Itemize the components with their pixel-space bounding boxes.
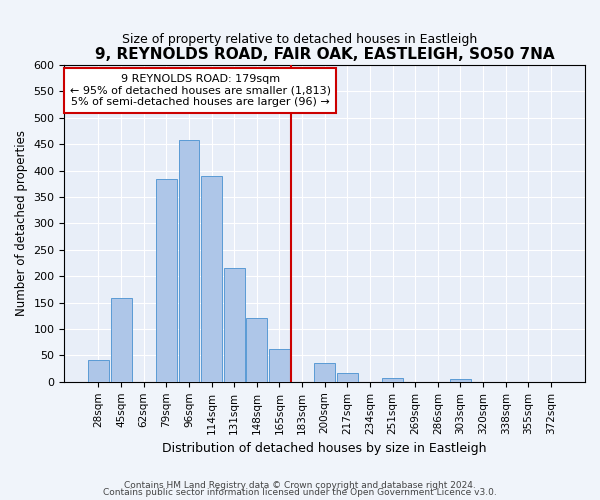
Bar [247, 318, 267, 382]
Bar [314, 364, 335, 382]
Bar [337, 373, 358, 382]
Bar [269, 349, 290, 382]
Text: Contains HM Land Registry data © Crown copyright and database right 2024.: Contains HM Land Registry data © Crown c… [124, 480, 476, 490]
Text: 9 REYNOLDS ROAD: 179sqm
← 95% of detached houses are smaller (1,813)
5% of semi-: 9 REYNOLDS ROAD: 179sqm ← 95% of detache… [70, 74, 331, 107]
Bar [179, 140, 199, 382]
Title: 9, REYNOLDS ROAD, FAIR OAK, EASTLEIGH, SO50 7NA: 9, REYNOLDS ROAD, FAIR OAK, EASTLEIGH, S… [95, 48, 554, 62]
Bar [88, 360, 109, 382]
Text: Contains public sector information licensed under the Open Government Licence v3: Contains public sector information licen… [103, 488, 497, 497]
Text: Size of property relative to detached houses in Eastleigh: Size of property relative to detached ho… [122, 32, 478, 46]
X-axis label: Distribution of detached houses by size in Eastleigh: Distribution of detached houses by size … [163, 442, 487, 455]
Bar [450, 379, 471, 382]
Bar [382, 378, 403, 382]
Bar [156, 178, 177, 382]
Bar [224, 268, 245, 382]
Y-axis label: Number of detached properties: Number of detached properties [15, 130, 28, 316]
Bar [201, 176, 222, 382]
Bar [110, 298, 131, 382]
